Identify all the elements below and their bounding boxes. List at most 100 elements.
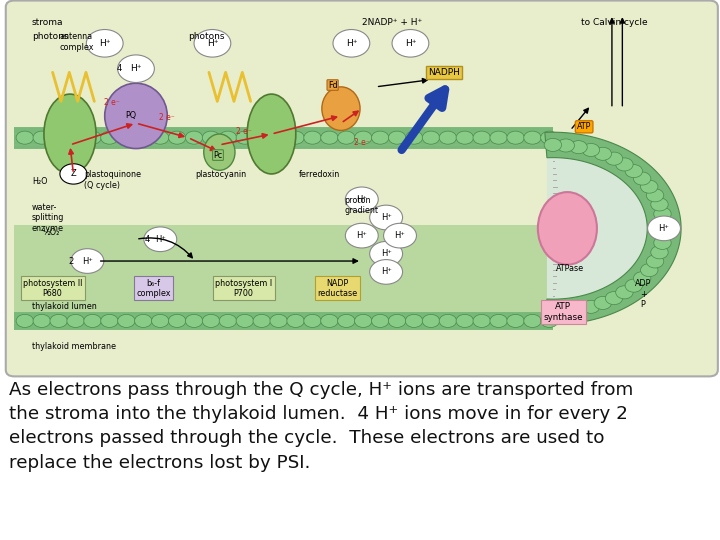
Circle shape bbox=[606, 292, 623, 305]
Circle shape bbox=[616, 158, 633, 171]
Circle shape bbox=[117, 314, 135, 327]
Text: H⁺: H⁺ bbox=[356, 231, 367, 240]
Circle shape bbox=[135, 131, 152, 144]
Text: H⁺: H⁺ bbox=[130, 64, 142, 73]
Circle shape bbox=[67, 314, 84, 327]
Circle shape bbox=[33, 131, 50, 144]
Circle shape bbox=[647, 189, 664, 202]
Circle shape bbox=[270, 131, 287, 144]
Circle shape bbox=[287, 314, 305, 327]
Circle shape bbox=[384, 224, 416, 248]
Text: plastoquinone
(Q cycle): plastoquinone (Q cycle) bbox=[84, 170, 141, 190]
Circle shape bbox=[594, 296, 611, 309]
Text: b₆-f
complex: b₆-f complex bbox=[136, 279, 171, 298]
Circle shape bbox=[202, 314, 220, 327]
Circle shape bbox=[144, 227, 176, 252]
Circle shape bbox=[490, 131, 508, 144]
Circle shape bbox=[490, 314, 508, 327]
Text: plastocyanin: plastocyanin bbox=[195, 170, 246, 179]
Circle shape bbox=[456, 314, 474, 327]
Text: 2: 2 bbox=[68, 256, 73, 266]
Circle shape bbox=[219, 314, 237, 327]
Circle shape bbox=[616, 286, 633, 299]
Text: PQ: PQ bbox=[125, 111, 137, 120]
Text: As electrons pass through the Q cycle, H⁺ ions are transported from
the stroma i: As electrons pass through the Q cycle, H… bbox=[9, 381, 633, 471]
Text: stroma: stroma bbox=[32, 18, 63, 27]
Circle shape bbox=[33, 314, 50, 327]
Circle shape bbox=[86, 30, 123, 57]
Circle shape bbox=[654, 237, 671, 249]
Circle shape bbox=[523, 131, 541, 144]
Circle shape bbox=[50, 131, 68, 144]
Text: H⁺: H⁺ bbox=[395, 231, 405, 240]
Text: photosystem II
P680: photosystem II P680 bbox=[23, 279, 82, 298]
Circle shape bbox=[185, 314, 203, 327]
Circle shape bbox=[606, 152, 623, 165]
Circle shape bbox=[135, 314, 152, 327]
Circle shape bbox=[168, 314, 186, 327]
Circle shape bbox=[523, 314, 541, 327]
Circle shape bbox=[270, 314, 287, 327]
Text: to Calvin cycle: to Calvin cycle bbox=[580, 18, 647, 27]
Text: Fd: Fd bbox=[328, 80, 338, 90]
Circle shape bbox=[473, 314, 490, 327]
Circle shape bbox=[439, 314, 456, 327]
Circle shape bbox=[654, 207, 671, 220]
Text: H⁺: H⁺ bbox=[346, 39, 357, 48]
Text: H⁺: H⁺ bbox=[207, 39, 218, 48]
Circle shape bbox=[473, 131, 490, 144]
Ellipse shape bbox=[204, 134, 235, 170]
Circle shape bbox=[651, 246, 668, 259]
Text: H⁺: H⁺ bbox=[381, 249, 392, 258]
Ellipse shape bbox=[104, 83, 167, 148]
Text: 2 e⁻: 2 e⁻ bbox=[354, 138, 369, 147]
Circle shape bbox=[625, 165, 642, 178]
Circle shape bbox=[333, 30, 370, 57]
Circle shape bbox=[287, 131, 305, 144]
Circle shape bbox=[582, 300, 600, 313]
Circle shape bbox=[354, 314, 372, 327]
Text: H⁺: H⁺ bbox=[82, 256, 93, 266]
Circle shape bbox=[304, 131, 321, 144]
Circle shape bbox=[541, 131, 558, 144]
Circle shape bbox=[507, 131, 524, 144]
Circle shape bbox=[456, 131, 474, 144]
Text: 2 e⁻: 2 e⁻ bbox=[104, 98, 120, 107]
Ellipse shape bbox=[322, 87, 360, 130]
Circle shape bbox=[117, 55, 154, 83]
Circle shape bbox=[151, 131, 169, 144]
Text: Z: Z bbox=[71, 170, 76, 178]
Circle shape bbox=[236, 131, 253, 144]
Circle shape bbox=[557, 139, 575, 152]
Polygon shape bbox=[547, 158, 647, 299]
Circle shape bbox=[570, 140, 588, 154]
Circle shape bbox=[388, 131, 406, 144]
Circle shape bbox=[219, 131, 237, 144]
Circle shape bbox=[346, 187, 378, 212]
Circle shape bbox=[253, 314, 271, 327]
Circle shape bbox=[634, 172, 651, 185]
Text: NADP
reductase: NADP reductase bbox=[318, 279, 358, 298]
Text: 2 e⁻: 2 e⁻ bbox=[236, 127, 251, 136]
Bar bbox=[14, 7, 709, 145]
Text: ½O₂: ½O₂ bbox=[42, 227, 60, 237]
Text: 2 e⁻: 2 e⁻ bbox=[159, 112, 175, 122]
Circle shape bbox=[422, 131, 440, 144]
Text: NADPH: NADPH bbox=[428, 68, 459, 77]
Circle shape bbox=[634, 272, 651, 285]
Circle shape bbox=[369, 205, 402, 230]
Circle shape bbox=[60, 164, 87, 184]
Circle shape bbox=[369, 260, 402, 284]
Circle shape bbox=[544, 138, 562, 151]
FancyBboxPatch shape bbox=[6, 1, 718, 376]
Circle shape bbox=[641, 180, 658, 193]
Text: 4: 4 bbox=[117, 64, 122, 73]
Circle shape bbox=[439, 131, 456, 144]
Circle shape bbox=[168, 131, 186, 144]
Circle shape bbox=[194, 30, 231, 57]
Text: Pc: Pc bbox=[213, 151, 222, 160]
Text: H₂O: H₂O bbox=[32, 177, 48, 186]
Circle shape bbox=[338, 314, 355, 327]
Text: 4: 4 bbox=[145, 235, 150, 244]
Text: H⁺: H⁺ bbox=[381, 267, 392, 276]
